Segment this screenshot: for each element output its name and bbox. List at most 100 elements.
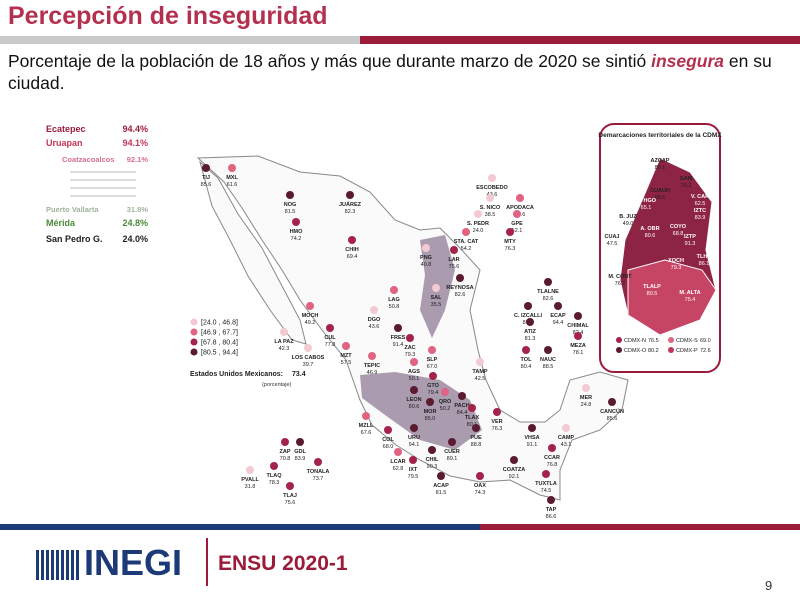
borough-name: IZTC — [694, 208, 706, 214]
city-marker — [270, 462, 278, 470]
city-name: LCAR — [390, 459, 405, 465]
city-marker — [346, 191, 354, 199]
city-value: 74.5 — [541, 488, 552, 494]
city-name: MZLL — [359, 423, 374, 429]
borough-value: 75.4 — [685, 297, 696, 303]
city-name: SAL — [431, 295, 443, 301]
city-value: 69.4 — [347, 254, 358, 260]
city-value: 67.0 — [427, 364, 438, 370]
map: Ecatepec 94.4% Uruapan 94.1% Coatzacoalcos 92… — [46, 123, 722, 520]
borough-name: B. JUZ — [619, 214, 637, 220]
borough-value: 79.3 — [671, 265, 682, 271]
city-marker — [409, 456, 417, 464]
city-name: MER — [580, 395, 592, 401]
city-marker — [394, 448, 402, 456]
city-marker — [554, 302, 562, 310]
city-value: 40.8 — [421, 262, 432, 268]
city-marker — [486, 194, 494, 202]
city-name: APODACA — [506, 205, 534, 211]
city-marker — [562, 424, 570, 432]
city-value: 88.8 — [471, 442, 482, 448]
city-marker — [342, 342, 350, 350]
city-value: 81.5 — [285, 209, 296, 215]
city-name: MEZA — [570, 343, 586, 349]
city-name: LA PAZ — [274, 339, 294, 345]
city-name: TUXTLA — [535, 481, 557, 487]
city-name: ZAC — [404, 345, 415, 351]
city-name: TLAJ — [283, 493, 297, 499]
country-outline — [196, 155, 629, 501]
city-marker — [422, 244, 430, 252]
city-marker — [246, 466, 254, 474]
city-name: MTY — [504, 239, 516, 245]
city-value: 54.2 — [461, 246, 472, 252]
borough-name: V. CAR — [691, 194, 709, 200]
region-name: CDMX-N — [624, 338, 646, 344]
city-name: CUL — [324, 335, 336, 341]
national-value: 73.4 — [292, 371, 306, 378]
city-marker — [348, 236, 356, 244]
city-marker — [296, 438, 304, 446]
survey-name: ENSU 2020-1 — [218, 552, 348, 575]
city-marker — [608, 398, 616, 406]
city-marker — [450, 246, 458, 254]
title: Percepción de inseguridad — [8, 2, 328, 30]
city-value: 81.3 — [525, 336, 536, 342]
city-name: PUE — [470, 435, 482, 441]
city-name: CAMP — [558, 435, 575, 441]
city-marker — [394, 324, 402, 332]
city-marker — [228, 164, 236, 172]
city-value: 57.5 — [341, 360, 352, 366]
city-marker — [410, 358, 418, 366]
city-value: 79.5 — [408, 474, 419, 480]
city-value: 74.3 — [475, 490, 486, 496]
highlight-region — [360, 235, 482, 450]
city-marker — [456, 274, 464, 282]
city-name: GDL — [294, 449, 306, 455]
city-value: 86.6 — [546, 514, 557, 520]
city-name: URU — [408, 435, 420, 441]
city-name: FRES — [391, 335, 406, 341]
city-value: 76.3 — [505, 246, 516, 252]
city-value: 39.7 — [303, 362, 314, 368]
city-name: TAP — [546, 507, 557, 513]
region-value: 69.0 — [700, 338, 711, 344]
city-name: LEON — [406, 397, 421, 403]
city-value: 75.6 — [449, 264, 460, 270]
city-value: 84.4 — [457, 410, 468, 416]
city-value: 91.1 — [527, 442, 538, 448]
city-name: ESCOBEDO — [476, 185, 508, 191]
borough-name: CUAJ — [605, 234, 620, 240]
subtitle-text: Porcentaje de la población de 18 años y … — [8, 51, 647, 71]
city-marker — [286, 482, 294, 490]
city-marker — [493, 408, 501, 416]
ranking-value: 92.1% — [127, 155, 149, 164]
ranking-city: Coatzacoalcos — [62, 155, 115, 164]
borough-name: A. OBR — [640, 226, 659, 232]
city-name: C. IZCALLI — [514, 313, 543, 319]
borough-name: XOCH — [668, 258, 684, 264]
city-name: ATIZ — [524, 329, 536, 335]
city-value: 50.1 — [409, 376, 420, 382]
city-value: 82.6 — [455, 292, 466, 298]
city-name: MXL — [226, 175, 238, 181]
borough-name: COYO — [670, 224, 687, 230]
city-name: ZAP — [280, 449, 291, 455]
city-value: 38.5 — [485, 212, 496, 218]
city-name: DGO — [368, 317, 381, 323]
city-marker — [528, 424, 536, 432]
legend-swatch — [190, 348, 198, 356]
city-name: VHSA — [524, 435, 539, 441]
city-value: 92.1 — [509, 474, 520, 480]
borough-name: AZCAP — [651, 158, 670, 164]
city-marker — [516, 194, 524, 202]
ranking-value: 24.8% — [122, 218, 148, 228]
city-value: 24.0 — [473, 228, 484, 234]
city-marker — [428, 346, 436, 354]
city-marker — [314, 458, 322, 466]
page-number: 9 — [765, 578, 773, 593]
city-marker — [370, 306, 378, 314]
city-marker — [544, 346, 552, 354]
city-value: 90.3 — [427, 464, 438, 470]
